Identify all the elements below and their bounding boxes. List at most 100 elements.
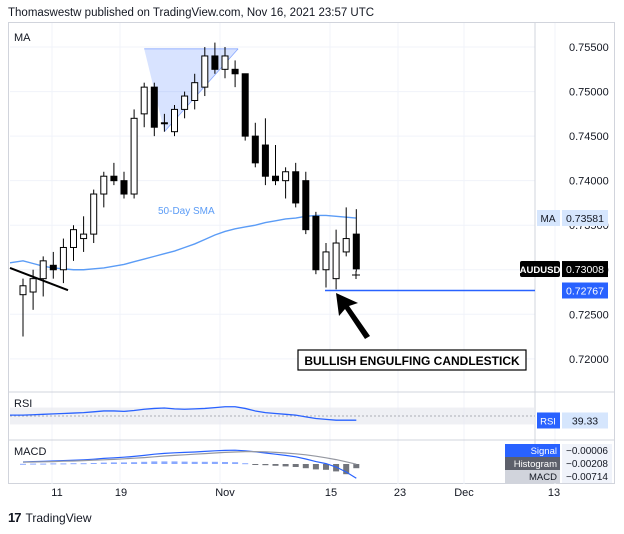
candle-body (19, 285, 27, 296)
time-tick-label: 11 (51, 487, 62, 499)
candle-body (120, 180, 128, 195)
macd-histogram-bar (282, 464, 289, 467)
macd-tag-bg (505, 470, 560, 483)
ma-value-label: 0.73581 (566, 213, 604, 225)
macd-histogram-bar (302, 464, 309, 469)
rsi-pane: RSI RSI 39.33 (10, 398, 608, 429)
tradingview-logo[interactable]: 17 TradingView (8, 510, 92, 525)
macd-value-label: −0.00006 (566, 446, 608, 457)
price-tick-label: 0.75000 (569, 87, 609, 99)
sma-label: 50-Day SMA (158, 206, 215, 217)
candle-body (332, 242, 340, 280)
price-tick-label: 0.74000 (569, 176, 609, 188)
macd-histogram-bar (80, 463, 87, 465)
rsi-band (10, 407, 535, 425)
macd-histogram-bar (40, 463, 47, 465)
macd-histogram-bar (292, 464, 299, 467)
publisher-credit: Thomaswestw published on TradingView.com… (8, 7, 375, 19)
candle-body (39, 260, 47, 280)
sma-layer: 50-Day SMA (9, 206, 535, 292)
candle-body (130, 117, 138, 195)
macd-histogram-bar (232, 462, 239, 464)
macd-tag-label: Histogram (514, 459, 557, 470)
ma-tag-label: MA (541, 214, 556, 225)
support-price-label: 0.72767 (566, 286, 604, 298)
macd-value-bg (562, 470, 612, 483)
candle-body (221, 55, 229, 70)
candle-body (150, 86, 158, 128)
macd-histogram-bar (110, 462, 117, 464)
macd-histogram-bar (343, 464, 350, 475)
macd-histogram-bar (312, 464, 319, 470)
rsi-line (10, 406, 357, 421)
macd-histogram-bar (211, 461, 218, 464)
macd-value-bg (562, 457, 612, 470)
macd-histogram-bar (222, 462, 228, 464)
candle-body (272, 175, 279, 182)
candle-body (70, 229, 77, 248)
macd-histogram-bar (30, 463, 37, 465)
macd-histogram-bar (50, 463, 57, 465)
macd-tag-bg (505, 457, 560, 470)
candle-body (110, 175, 118, 182)
macd-line (22, 449, 357, 479)
macd-title: MACD (14, 446, 46, 458)
macd-value-label: −0.00208 (566, 459, 608, 470)
macd-histogram-bar (191, 461, 198, 464)
tradingview-logo-label: TradingView (25, 510, 92, 525)
time-tick-label: 15 (325, 487, 337, 499)
candle-body (29, 278, 37, 293)
candle-body (312, 215, 320, 271)
annotation-layer: BULLISH ENGULFING CANDLESTICK (297, 271, 527, 371)
annotation-box (297, 349, 527, 371)
macd-histogram-bar (181, 461, 188, 464)
macd-histogram-bar (161, 461, 168, 464)
macd-histogram-bar (171, 461, 178, 464)
macd-value-label: −0.00714 (566, 472, 608, 483)
candle-body (342, 238, 350, 253)
candle-body (251, 135, 259, 164)
ma-value-bg (562, 209, 608, 226)
time-tick-label: 13 (548, 487, 560, 499)
last-price-bg (562, 261, 608, 278)
candle-body (261, 144, 269, 177)
candle-body (201, 55, 209, 88)
macd-histogram-bar (201, 461, 208, 464)
candle-body (352, 233, 360, 270)
macd-histogram-bar (90, 463, 97, 464)
rsi-value-label: 39.33 (572, 415, 598, 427)
macd-histogram-bar (242, 463, 249, 465)
macd-histogram-bar (20, 463, 26, 465)
candle-body (59, 246, 67, 271)
rsi-tag-label: RSI (540, 416, 556, 427)
macd-histogram-bar (100, 462, 107, 464)
signal-line (22, 451, 357, 465)
chart-frame (8, 22, 615, 484)
macd-histogram-bar (252, 464, 259, 465)
time-tick-label: 19 (115, 487, 127, 499)
time-axis-layer: 11 19 Nov 15 23 Dec 13 (51, 487, 560, 499)
support-price-bg (562, 282, 608, 299)
candle-body (140, 86, 148, 115)
candle-body (100, 175, 108, 195)
tradingview-logo-icon: 17 (8, 510, 22, 525)
macd-tag-label: MACD (529, 472, 557, 483)
macd-histogram-bar (272, 464, 279, 466)
macd-histogram-bar (333, 464, 340, 472)
trendline-layer (9, 267, 69, 292)
candle-body (90, 193, 98, 235)
candle-body (322, 251, 330, 271)
macd-value-bg (562, 444, 612, 457)
symbol-tag-label: AUDUSD (520, 265, 561, 276)
time-tick-label: 23 (394, 487, 406, 499)
annotation-text: BULLISH ENGULFING CANDLESTICK (304, 354, 520, 368)
macd-histogram-bar (151, 461, 158, 464)
chart-title: MA (14, 32, 31, 44)
macd-histogram-bar (60, 463, 67, 465)
rsi-title: RSI (14, 398, 32, 410)
price-tick-label: 0.75500 (569, 42, 609, 54)
macd-histogram-bar (353, 464, 360, 469)
candle-body (292, 171, 300, 204)
